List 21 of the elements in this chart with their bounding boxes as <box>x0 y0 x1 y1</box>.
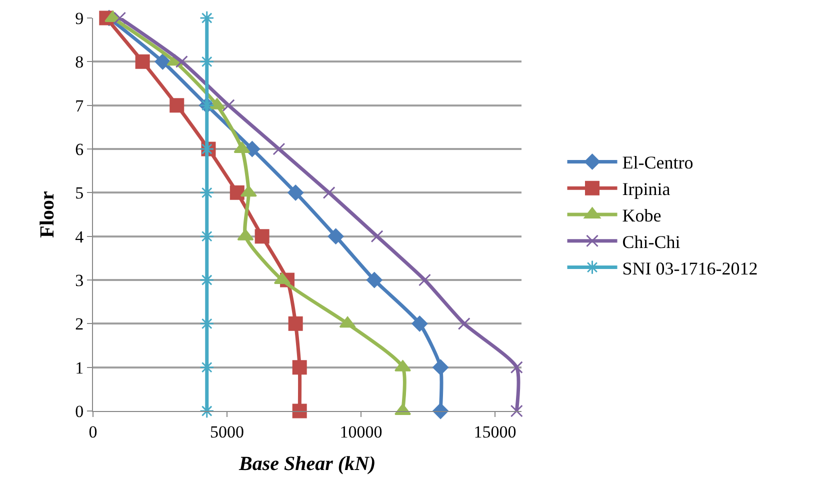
y-tick-label: 5 <box>75 184 84 203</box>
y-tick-label: 1 <box>75 358 84 378</box>
x-tick-label: 15000 <box>474 422 516 442</box>
y-axis-title: Floor <box>36 191 59 238</box>
y-tick-label: 9 <box>75 8 84 28</box>
y-tick-label: 3 <box>75 270 84 290</box>
y-tick-label: 8 <box>75 52 84 72</box>
legend-label: Chi-Chi <box>622 232 680 252</box>
x-tick-label: 10000 <box>340 422 382 442</box>
y-tick-label: 4 <box>75 227 84 246</box>
x-tick-label: 5000 <box>210 422 244 442</box>
y-tick-label: 2 <box>75 314 84 334</box>
y-tick-label: 6 <box>75 140 84 159</box>
legend-label: El-Centro <box>622 152 694 173</box>
legend-label: SNI 03-1716-2012 <box>622 258 758 278</box>
x-axis-title: Base Shear (kN) <box>238 452 376 475</box>
x-tick-label: 0 <box>88 422 98 442</box>
legend-label: Irpinia <box>622 179 670 200</box>
y-tick-label: 0 <box>75 402 84 421</box>
y-tick-label: 7 <box>75 96 84 116</box>
legend-label: Kobe <box>622 206 662 226</box>
